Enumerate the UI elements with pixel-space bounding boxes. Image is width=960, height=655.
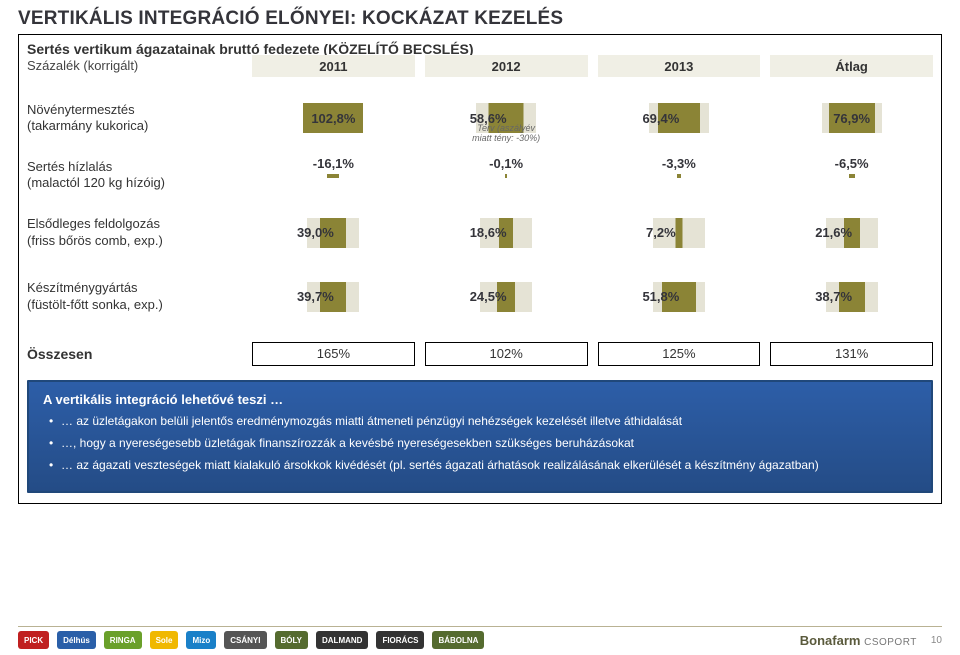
page-title: VERTIKÁLIS INTEGRÁCIÓ ELŐNYEI: KOCKÁZAT … (18, 8, 942, 30)
bar-cell: -16,1% (252, 160, 415, 190)
row-label: Készítménygyártás(füstölt-főtt sonka, ex… (27, 280, 242, 313)
sublabel: Százalék (korrigált) (27, 58, 242, 73)
bar-value: 102,8% (311, 111, 355, 126)
chart-container: Sertés vertikum ágazatainak bruttó fedez… (18, 34, 942, 504)
totals-row: Összesen 165% 102% 125% 131% (27, 342, 933, 366)
bar-cell: 21,6% (770, 210, 933, 256)
year-avg: Átlag (770, 55, 933, 77)
bar-note: Terv (aszályévmiatt tény: -30%) (472, 123, 540, 143)
total-2013: 125% (598, 342, 761, 366)
brand-logo: Bonafarm CSOPORT (800, 633, 917, 648)
bar-value: -16,1% (313, 156, 354, 171)
footer-logo: DALMAND (316, 631, 368, 649)
year-header-row: Százalék (korrigált) 2011 2012 2013 Átla… (27, 55, 933, 77)
total-avg: 131% (770, 342, 933, 366)
neg-bar (677, 174, 681, 178)
bar-value: 39,0% (297, 225, 334, 240)
bar-cell: 7,2% (598, 210, 761, 256)
bar-cell: 24,5% (425, 274, 588, 320)
year-2012: 2012 (425, 55, 588, 77)
footer-logo: Mizo (186, 631, 216, 649)
bar-value: 18,6% (470, 225, 507, 240)
callout-heading: A vertikális integráció lehetővé teszi … (43, 392, 917, 407)
bar-value: 69,4% (642, 111, 679, 126)
year-2011: 2011 (252, 55, 415, 77)
bar-front (675, 218, 682, 248)
neg-bar (849, 174, 855, 178)
row-label: Elsődleges feldolgozás(friss bőrös comb,… (27, 216, 242, 249)
bar-cell: 38,7% (770, 274, 933, 320)
bar-value: 58,6% (470, 111, 507, 126)
bar-value: 21,6% (815, 225, 852, 240)
row-label: Sertés hízlalás(malactól 120 kg hízóig) (27, 159, 242, 192)
footer: PICK Délhús RINGA Sole Mizo CSÁNYI BÓLY DALMAND… (18, 626, 942, 649)
data-row: Elsődleges feldolgozás(friss bőrös comb,… (27, 210, 933, 256)
data-row: Sertés hízlalás(malactól 120 kg hízóig)-… (27, 159, 933, 192)
bar-cell: 76,9% (770, 95, 933, 141)
brand-name: Bonafarm (800, 633, 861, 648)
bar-cell: 18,6% (425, 210, 588, 256)
brand-sub: CSOPORT (864, 637, 917, 648)
bar-value: 51,8% (642, 289, 679, 304)
totals-label: Összesen (27, 346, 242, 362)
neg-bar (505, 174, 507, 178)
bar-value: -3,3% (662, 156, 696, 171)
bar-value: 76,9% (833, 111, 870, 126)
data-row: Készítménygyártás(füstölt-főtt sonka, ex… (27, 274, 933, 320)
bar-cell: 51,8% (598, 274, 761, 320)
footer-logo: Délhús (57, 631, 96, 649)
data-row: Növénytermesztés(takarmány kukorica) 102,… (27, 95, 933, 141)
bar-value: -6,5% (835, 156, 869, 171)
footer-logo: RINGA (104, 631, 142, 649)
footer-logo: Sole (150, 631, 179, 649)
row-label: Növénytermesztés(takarmány kukorica) (27, 102, 242, 135)
bar-cell: 69,4% (598, 95, 761, 141)
bar-cell: 58,6%Terv (aszályévmiatt tény: -30%) (425, 95, 588, 141)
bar-value: 38,7% (815, 289, 852, 304)
bar-cell: -6,5% (770, 160, 933, 190)
neg-bar (327, 174, 339, 178)
bar-cell: 39,7% (252, 274, 415, 320)
bar-cell: -3,3% (598, 160, 761, 190)
footer-logo: FIORÁCS (376, 631, 424, 649)
bar-value: 7,2% (646, 225, 676, 240)
footer-logo: BÁBOLNA (432, 631, 484, 649)
page-number: 10 (931, 635, 942, 646)
callout-item: … az üzletágakon belüli jelentős eredmén… (49, 413, 917, 429)
footer-logo: PICK (18, 631, 49, 649)
callout-item: … az ágazati veszteségek miatt kialakuló… (49, 457, 917, 473)
footer-logo: BÓLY (275, 631, 309, 649)
total-2012: 102% (425, 342, 588, 366)
total-2011: 165% (252, 342, 415, 366)
bar-value: 24,5% (470, 289, 507, 304)
footer-logo: CSÁNYI (224, 631, 266, 649)
bar-cell: -0,1% (425, 160, 588, 190)
footer-logos: PICK Délhús RINGA Sole Mizo CSÁNYI BÓLY DALMAND… (18, 631, 484, 649)
bar-cell: 102,8% (252, 95, 415, 141)
callout-item: …, hogy a nyereségesebb üzletágak finans… (49, 435, 917, 451)
bar-value: 39,7% (297, 289, 334, 304)
callout-box: A vertikális integráció lehetővé teszi …… (27, 380, 933, 494)
bar-value: -0,1% (489, 156, 523, 171)
bar-cell: 39,0% (252, 210, 415, 256)
year-2013: 2013 (598, 55, 761, 77)
